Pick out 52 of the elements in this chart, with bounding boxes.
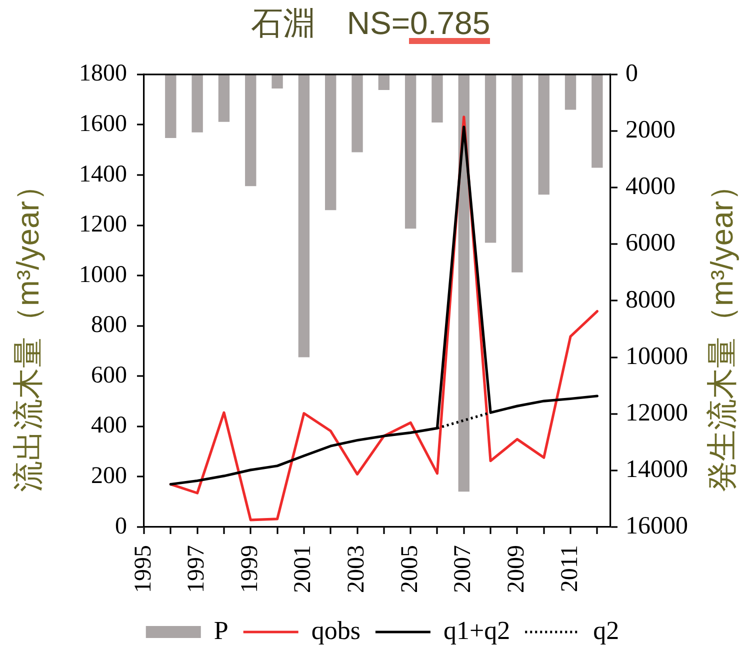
y-tick-label: 0 xyxy=(115,513,127,540)
bar xyxy=(192,74,203,132)
y2-axis-title: 発生流木量（m³/year） xyxy=(704,170,740,492)
x-tick-label: 2003 xyxy=(344,545,370,593)
legend-label: q1+q2 xyxy=(443,616,510,645)
y2-tick-label: 12000 xyxy=(626,399,688,426)
bar xyxy=(378,74,390,90)
bar xyxy=(245,74,256,186)
bar xyxy=(325,74,336,210)
x-tick-label: 2001 xyxy=(290,545,316,593)
x-tick-label: 2011 xyxy=(556,545,583,592)
chart-title: 石淵 NS=0.785 xyxy=(250,5,490,41)
bar xyxy=(404,74,416,229)
y-tick-label: 600 xyxy=(91,362,127,388)
y2-tick-label: 4000 xyxy=(626,173,676,200)
bar xyxy=(165,74,176,138)
bar xyxy=(298,74,310,358)
y-tick-label: 1600 xyxy=(79,110,127,137)
x-tick-label: 1997 xyxy=(184,545,210,593)
y-tick-label: 200 xyxy=(91,463,127,490)
y-axis-title: 流出流木量（m³/year） xyxy=(10,170,46,492)
bar xyxy=(484,74,496,243)
y-tick-label: 1200 xyxy=(79,212,127,238)
y-tick-label: 1800 xyxy=(79,60,127,87)
bar xyxy=(432,74,443,122)
y2-tick-label: 14000 xyxy=(626,456,688,483)
y2-tick-label: 0 xyxy=(626,60,638,87)
bar xyxy=(538,74,550,195)
legend-label: P xyxy=(214,616,228,645)
bar xyxy=(218,74,230,122)
x-tick-label: 2007 xyxy=(450,545,476,593)
y2-tick-label: 8000 xyxy=(626,286,676,314)
y2-tick-label: 2000 xyxy=(626,116,676,144)
bar xyxy=(564,74,576,110)
x-tick-label: 2005 xyxy=(396,545,423,593)
x-tick-label: 1999 xyxy=(236,545,263,593)
y-tick-label: 400 xyxy=(91,412,127,439)
y-tick-label: 800 xyxy=(91,312,127,338)
y2-tick-label: 10000 xyxy=(626,342,688,370)
bar xyxy=(592,74,603,168)
y2-tick-label: 6000 xyxy=(626,230,676,257)
legend-label: q2 xyxy=(593,616,620,645)
legend-label: qobs xyxy=(311,616,360,645)
bar xyxy=(512,74,523,272)
x-tick-label: 1995 xyxy=(130,545,156,593)
bar xyxy=(458,74,470,492)
y-tick-label: 1400 xyxy=(79,161,127,188)
x-tick-label: 2009 xyxy=(503,545,530,593)
bar xyxy=(352,74,363,152)
y2-tick-label: 16000 xyxy=(626,512,688,540)
y-tick-label: 1000 xyxy=(79,262,127,288)
bar xyxy=(272,74,283,89)
